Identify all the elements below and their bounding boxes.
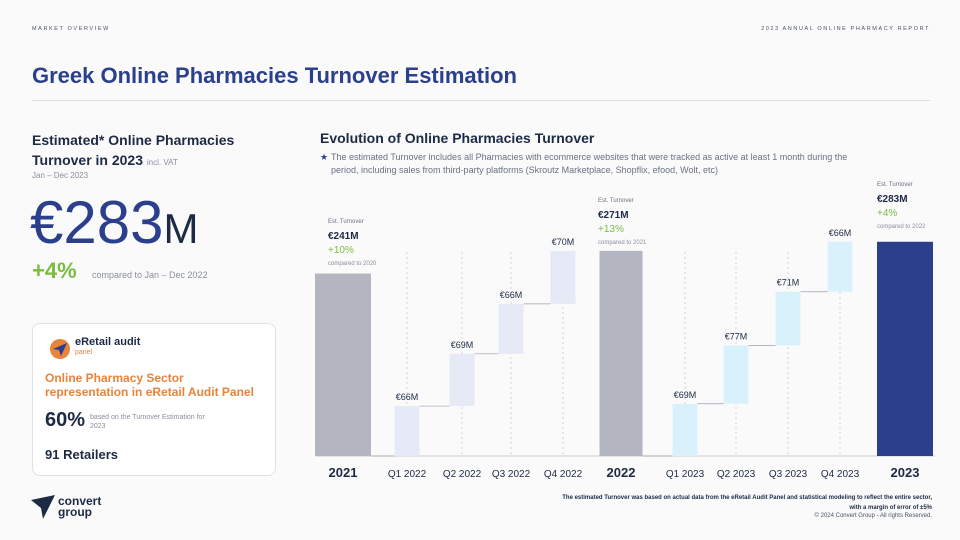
tick-label: Q2 2022 — [443, 469, 482, 480]
report-label: 2023 ANNUAL ONLINE PHARMACY REPORT — [761, 26, 930, 32]
total-compare: compared to 2020 — [328, 261, 377, 267]
bar-q2-2022 — [449, 353, 475, 407]
data-label: €66M — [829, 228, 852, 238]
footnote-text: The estimated Turnover includes all Phar… — [331, 152, 848, 175]
page-title: Greek Online Pharmacies Turnover Estimat… — [32, 63, 517, 88]
bar-q2-2023 — [723, 345, 749, 404]
panel-representation-note: based on the Turnover Estimation for 202… — [90, 414, 205, 430]
eretail-brand: eRetail audit — [75, 336, 141, 348]
methodology-note: The estimated Turnover was based on actu… — [562, 495, 932, 511]
tick-label: Q3 2023 — [769, 469, 808, 480]
section-label: MARKET OVERVIEW — [32, 26, 110, 32]
data-label: €66M — [396, 392, 419, 402]
convert-group-logo-icon — [31, 495, 55, 519]
total-growth: +13% — [598, 224, 624, 235]
tick-label: Q4 2023 — [821, 469, 860, 480]
bar-2022 — [599, 250, 643, 456]
tick-label: Q2 2023 — [717, 469, 756, 480]
total-caption: Est. Turnover — [877, 182, 913, 188]
copyright: © 2024 Convert Group - All rights Reserv… — [814, 513, 932, 519]
bar-q4-2023 — [827, 241, 853, 292]
total-growth: +10% — [328, 245, 354, 256]
eretail-panel-card: eRetail audit panel Online Pharmacy Sect… — [32, 323, 276, 476]
bar-2023 — [877, 241, 933, 456]
eretail-logo-icon — [50, 339, 70, 359]
tick-label: Q1 2022 — [388, 469, 427, 480]
bar-q4-2022 — [550, 250, 576, 304]
data-label: €70M — [552, 237, 575, 247]
total-compare: compared to 2022 — [877, 224, 926, 230]
tick-label: Q3 2022 — [492, 469, 531, 480]
data-label: €71M — [777, 278, 800, 288]
bar-q1-2022 — [394, 406, 420, 456]
eretail-brand-sub: panel — [75, 349, 93, 356]
tick-label: 2022 — [607, 465, 636, 480]
panel-representation-pct: 60% — [45, 409, 86, 431]
tick-label: 2021 — [329, 465, 358, 480]
total-growth: +4% — [877, 208, 897, 219]
total-value: €271M — [598, 210, 629, 221]
growth-value: +4% — [32, 258, 77, 283]
total-value: €283M — [877, 194, 908, 205]
total-caption: Est. Turnover — [598, 198, 634, 204]
bar-q3-2023 — [775, 291, 801, 346]
tick-label: Q1 2023 — [666, 469, 705, 480]
convert-group-logo-text: convert group — [58, 494, 102, 519]
turnover-heading-text: Estimated* Online Pharmacies Turnover in… — [32, 132, 235, 168]
bar-q3-2022 — [498, 303, 524, 354]
tick-label: Q4 2022 — [544, 469, 583, 480]
total-value: €241M — [328, 231, 359, 242]
turnover-value: €283M — [30, 189, 199, 256]
title-divider — [32, 100, 930, 101]
asterisk-icon: ★ — [320, 152, 329, 162]
data-label: €66M — [500, 290, 523, 300]
period-label: Jan – Dec 2023 — [32, 171, 89, 180]
bar-2021 — [315, 273, 371, 456]
growth-compare: compared to Jan – Dec 2022 — [92, 270, 208, 280]
total-compare: compared to 2021 — [598, 240, 647, 246]
bar-q1-2023 — [672, 403, 698, 456]
data-label: €69M — [674, 390, 697, 400]
vat-note: incl. VAT — [146, 158, 178, 167]
total-caption: Est. Turnover — [328, 219, 364, 225]
retailers-count: 91 Retailers — [45, 447, 118, 462]
panel-representation-heading: Online Pharmacy Sector representation in… — [45, 371, 254, 399]
tick-label: 2023 — [891, 465, 920, 480]
chart-heading: Evolution of Online Pharmacies Turnover — [320, 130, 595, 146]
data-label: €77M — [725, 331, 748, 341]
turnover-heading: Estimated* Online Pharmacies Turnover in… — [32, 130, 292, 173]
data-label: €69M — [451, 340, 474, 350]
